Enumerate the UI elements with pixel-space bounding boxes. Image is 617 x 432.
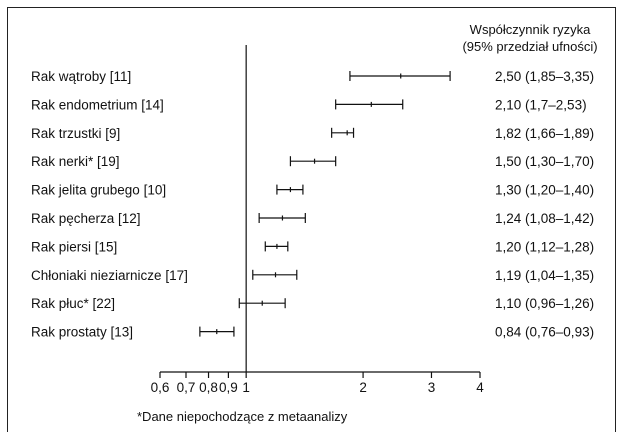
row-label: Rak pęcherza [12]	[31, 211, 141, 226]
chart-frame	[7, 7, 616, 432]
ci-value: 1,10 (0,96–1,26)	[495, 296, 594, 311]
row-label: Rak piersi [15]	[31, 239, 117, 254]
x-tick-label: 0,6	[151, 380, 170, 395]
ci-value: 1,50 (1,30–1,70)	[495, 154, 594, 169]
row-label: Rak wątroby [11]	[31, 69, 131, 84]
forest-row: Rak wątroby [11] 2,50 (1,85–3,35)	[31, 69, 594, 84]
forest-row: Chłoniaki nieziarnicze [17] 1,19 (1,04–1,…	[31, 268, 594, 283]
ci-value: 0,84 (0,76–0,93)	[495, 325, 594, 340]
ci-value: 2,50 (1,85–3,35)	[495, 69, 594, 84]
ci-value: 1,20 (1,12–1,28)	[495, 239, 594, 254]
x-tick-label: 0,8	[199, 380, 218, 395]
ci-value: 1,30 (1,20–1,40)	[495, 183, 594, 198]
rows-layer: Rak wątroby [11] 2,50 (1,85–3,35) Rak endo…	[31, 69, 594, 340]
forest-row: Rak płuc* [22] 1,10 (0,96–1,26)	[31, 296, 594, 311]
ci-value: 1,82 (1,66–1,89)	[495, 126, 594, 141]
footnote: *Dane niepochodzące z metaanalizy	[137, 409, 348, 424]
row-label: Rak jelita grubego [10]	[31, 183, 166, 198]
ci-value: 2,10 (1,7–2,53)	[495, 97, 587, 112]
forest-row: Rak trzustki [9] 1,82 (1,66–1,89)	[31, 126, 594, 141]
forest-row: Rak endometrium [14] 2,10 (1,7–2,53)	[31, 97, 587, 112]
ci-value: 1,24 (1,08–1,42)	[495, 211, 594, 226]
ci-value: 1,19 (1,04–1,35)	[495, 268, 594, 283]
forest-row: Rak piersi [15] 1,20 (1,12–1,28)	[31, 239, 594, 254]
header-line-2: (95% przedział ufności)	[462, 39, 597, 54]
x-tick-label: 0,7	[177, 380, 196, 395]
row-label: Rak płuc* [22]	[31, 296, 115, 311]
x-tick-label: 4	[476, 380, 484, 395]
x-tick-label: 1	[242, 380, 250, 395]
forest-row: Rak prostaty [13] 0,84 (0,76–0,93)	[31, 325, 594, 340]
ticks-layer: 0,6 0,7 0,8 0,9 1 2 3 4	[151, 372, 484, 395]
row-label: Rak nerki* [19]	[31, 154, 120, 169]
row-label: Rak trzustki [9]	[31, 126, 120, 141]
x-tick-label: 3	[428, 380, 436, 395]
forest-row: Rak jelita grubego [10] 1,30 (1,20–1,40)	[31, 183, 594, 198]
header-line-1: Współczynnik ryzyka	[470, 22, 591, 37]
x-tick-label: 2	[359, 380, 367, 395]
forest-row: Rak pęcherza [12] 1,24 (1,08–1,42)	[31, 211, 594, 226]
x-tick-label: 0,9	[219, 380, 238, 395]
row-label: Rak endometrium [14]	[31, 97, 164, 112]
row-label: Rak prostaty [13]	[31, 325, 133, 340]
forest-row: Rak nerki* [19] 1,50 (1,30–1,70)	[31, 154, 594, 169]
row-label: Chłoniaki nieziarnicze [17]	[31, 268, 188, 283]
